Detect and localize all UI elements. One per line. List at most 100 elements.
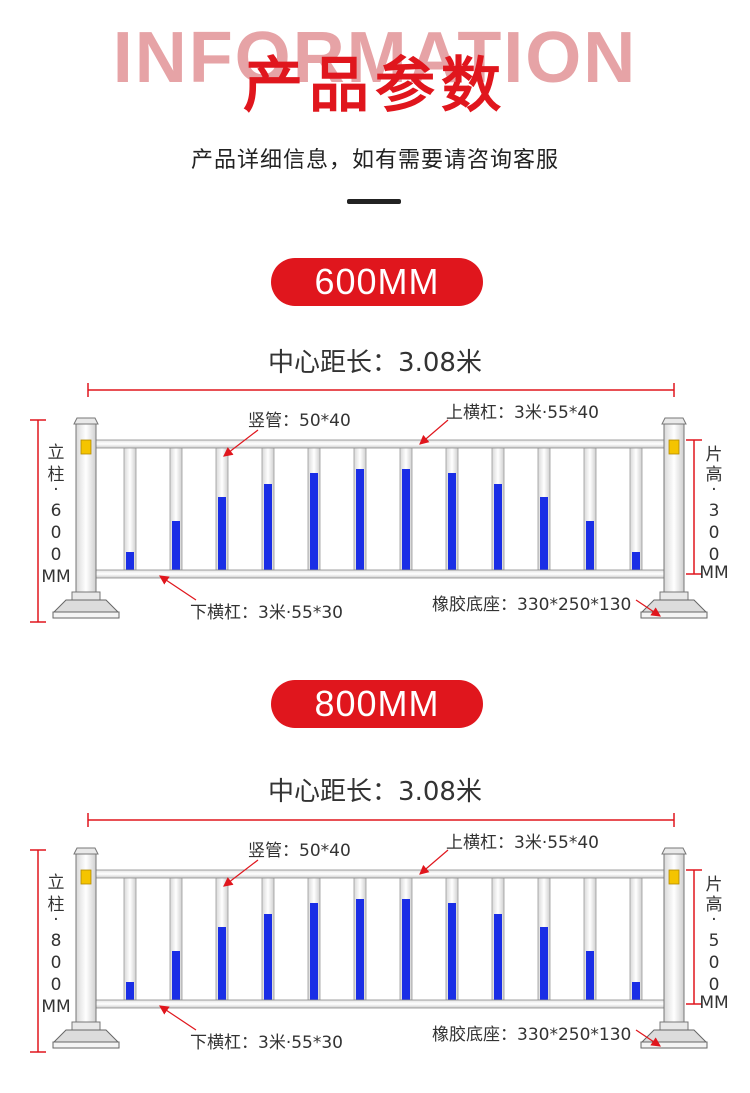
label-top-rail: 上横杠：3米·55*40 [446,833,599,853]
leader-bottom-rail [159,575,197,601]
tube-blue-band [126,982,134,1000]
base-plate-right [640,611,708,619]
post-collar-right [659,1021,689,1031]
base-plate-left [52,1041,120,1049]
post-collar-left [71,1021,101,1031]
vertical-tube [629,874,643,1001]
tube-blue-band [218,927,226,1000]
post-height-char: 8 [51,931,62,951]
tube-blue-band [586,521,594,570]
tube-blue-band [310,473,318,570]
label-bottom-rail: 下横杠：3米·55*30 [190,603,343,623]
post-height-char: 柱 [48,895,65,915]
panel-height-char: 5 [709,931,720,951]
reflector-left [80,439,92,455]
post-height-char: 立 [48,873,65,893]
reflector-left [80,869,92,885]
panel-height-char: 片 [706,445,723,465]
post-height-char: MM [41,997,70,1017]
rubber-base-left [52,1029,120,1043]
tube-blue-band [264,484,272,570]
panel-height-char: · [711,910,716,930]
panel-height-char: · [711,480,716,500]
post-height-char: 柱 [48,465,65,485]
section-badge-600: 600MM [271,258,483,306]
fence-diagram-600: 竖管：50*40 上横杠：3米·55*40 下横杠：3米·55*30 橡胶底座：330… [30,383,729,623]
tube-blue-band [172,521,180,570]
label-vertical-tube: 竖管：50*40 [248,411,351,431]
post-cap-right [661,847,687,855]
label-vertical-tube: 竖管：50*40 [248,841,351,861]
page-title: 产品参数 [243,51,507,121]
post-cap-left [73,847,99,855]
panel-height-char: 0 [709,523,720,543]
background-title: INFORMATION [112,18,638,98]
panel-height-char: 高 [706,895,723,915]
fence-diagram-800: 竖管：50*40 上横杠：3米·55*40 下横杠：3米·55*30 橡胶底座：330… [30,813,729,1053]
panel-height-char: 0 [709,975,720,995]
tube-blue-band [402,899,410,1000]
panel-height-char: MM [699,563,728,583]
post-height-char: 立 [48,443,65,463]
vertical-tube [629,444,643,571]
post-collar-left [71,591,101,601]
vertical-tube [123,444,137,571]
post-height-char: · [53,480,58,500]
label-rubber-base: 橡胶底座：330*250*130 [432,595,631,615]
panel-height-char: MM [699,993,728,1013]
bottom-rail [94,569,668,579]
leader-top-rail [419,849,449,875]
tube-blue-band [540,927,548,1000]
post-height-char: · [53,910,58,930]
post-height-char: 6 [51,501,62,521]
top-rail [94,439,668,449]
tube-blue-band [586,951,594,1000]
reflector-right [668,869,680,885]
page-subtitle: 产品详细信息，如有需要请咨询客服 [190,148,559,173]
tube-blue-band [632,552,640,570]
tube-blue-band [448,903,456,1000]
label-rubber-base: 橡胶底座：330*250*130 [432,1025,631,1045]
vertical-tube [123,874,137,1001]
post-height-char: 0 [51,523,62,543]
post-collar-right [659,591,689,601]
tube-blue-band [494,914,502,1000]
top-rail [94,869,668,879]
panel-height-char: 片 [706,875,723,895]
base-plate-left [52,611,120,619]
panel-height-char: 0 [709,953,720,973]
reflector-right [668,439,680,455]
leader-rubber-base [635,1029,661,1047]
leader-rubber-base [635,599,661,617]
tube-blue-band [356,899,364,1000]
tube-blue-band [402,469,410,570]
panel-height-char: 0 [709,545,720,565]
tube-blue-band [218,497,226,570]
post-height-char: MM [41,567,70,587]
tube-blue-band [310,903,318,1000]
leader-bottom-rail [159,1005,197,1031]
post-height-char: 0 [51,953,62,973]
tube-blue-band [356,469,364,570]
leader-vertical-tube [223,429,259,457]
panel-height-char: 高 [706,465,723,485]
post-cap-left [73,417,99,425]
leader-top-rail [419,419,449,445]
center-distance-label-800: 中心距长：3.08米 [268,777,482,807]
tube-blue-band [172,951,180,1000]
bottom-rail [94,999,668,1009]
section-badge-800: 800MM [271,680,483,728]
base-plate-right [640,1041,708,1049]
label-top-rail: 上横杠：3米·55*40 [446,403,599,423]
post-height-char: 0 [51,975,62,995]
title-divider [347,199,401,204]
center-distance-label-600: 中心距长：3.08米 [268,348,482,378]
post-height-char: 0 [51,545,62,565]
leader-vertical-tube [223,859,259,887]
post-cap-right [661,417,687,425]
tube-blue-band [632,982,640,1000]
panel-height-char: 3 [709,501,720,521]
tube-blue-band [494,484,502,570]
tube-blue-band [126,552,134,570]
label-bottom-rail: 下横杠：3米·55*30 [190,1033,343,1053]
